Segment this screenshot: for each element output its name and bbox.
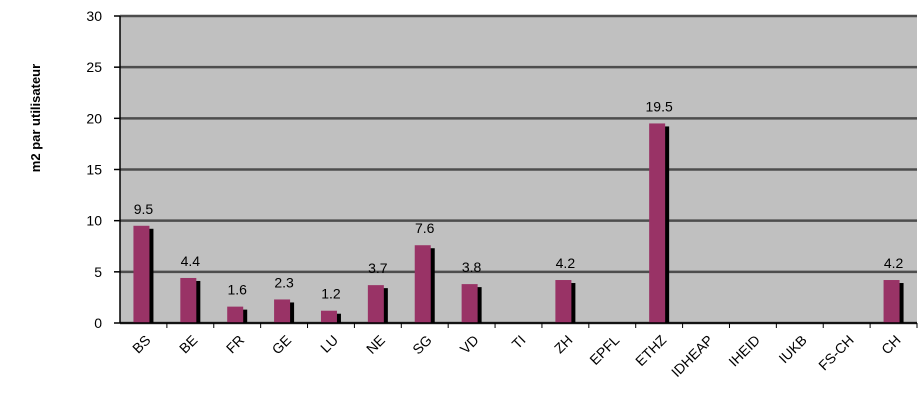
x-tick-label: ZH [551, 332, 576, 357]
bar [367, 285, 384, 323]
data-label: 4.4 [181, 253, 201, 269]
y-tick-label: 15 [86, 162, 102, 178]
y-tick-label: 5 [94, 264, 102, 280]
x-tick-label: IUKB [775, 332, 809, 366]
bars [133, 123, 904, 323]
x-tick-label: VD [457, 332, 482, 357]
x-tick-label: BE [176, 332, 201, 357]
data-label: 3.8 [462, 259, 482, 275]
y-tick-label: 25 [86, 59, 102, 75]
bar [883, 280, 900, 323]
x-tick-label: IHEID [725, 332, 763, 370]
plot-area: 9.5 4.4 1.6 2.3 1.2 3.7 7.6 3.8 4.2 19.5 4.2 [120, 14, 917, 325]
data-label: 9.5 [134, 201, 154, 217]
x-tick-label: GE [269, 332, 295, 358]
data-label: 2.3 [274, 274, 294, 290]
y-tick-label: 0 [94, 315, 102, 331]
x-tick-label: ETHZ [632, 331, 669, 368]
bar [320, 310, 337, 323]
data-label: 4.2 [884, 255, 904, 271]
x-tick-label: FR [223, 332, 248, 357]
data-label: 3.7 [368, 260, 388, 276]
bar [274, 299, 291, 323]
bar [555, 280, 572, 323]
x-tick-label: IDHEAP [668, 332, 716, 380]
x-tick-label: EPFL [586, 332, 622, 368]
x-tick-label: TI [509, 332, 529, 352]
y-axis-label: m2 par utilisateur [28, 64, 43, 172]
x-tick-label: FS-CH [815, 332, 857, 374]
data-label: 1.6 [227, 282, 247, 298]
data-label: 4.2 [556, 255, 576, 271]
data-label: 19.5 [646, 98, 673, 114]
y-axis: 0 5 10 15 20 25 30 [86, 8, 121, 331]
bar [461, 284, 478, 323]
bar [649, 123, 666, 323]
y-tick-label: 20 [86, 110, 102, 126]
x-tick-label: CH [878, 332, 904, 358]
data-labels: 9.5 4.4 1.6 2.3 1.2 3.7 7.6 3.8 4.2 19.5 4.2 [134, 98, 904, 301]
bar [180, 277, 197, 323]
x-tick-label: NE [363, 332, 388, 357]
x-tick-label: BS [129, 332, 154, 357]
y-tick-label: 10 [86, 213, 102, 229]
x-tick-label: SG [409, 332, 435, 358]
data-label: 7.6 [415, 220, 435, 236]
x-tick-label: LU [317, 332, 341, 356]
y-tick-label: 30 [86, 8, 102, 24]
bar [133, 225, 150, 323]
bar [227, 306, 244, 323]
bar [414, 245, 431, 323]
data-label: 1.2 [321, 286, 341, 302]
